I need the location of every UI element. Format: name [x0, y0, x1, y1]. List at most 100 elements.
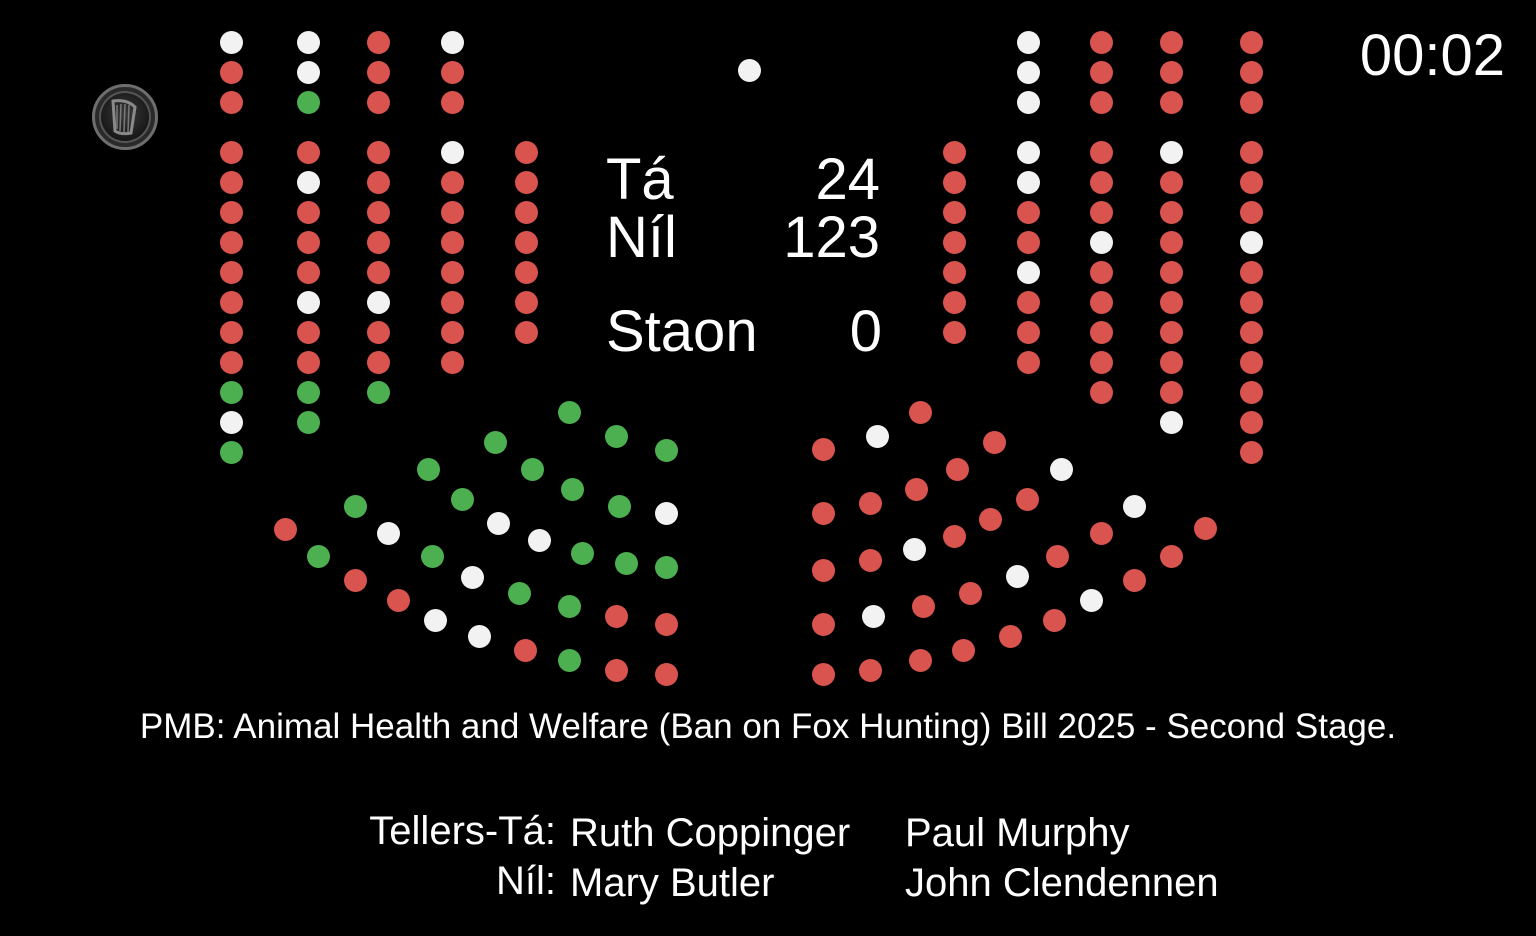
seat-nil	[1239, 350, 1263, 374]
seat-ta	[607, 494, 631, 518]
seat-ta	[507, 581, 531, 605]
seat-nil	[366, 60, 390, 84]
seat-ta	[219, 380, 243, 404]
seat-absent	[423, 608, 447, 632]
seat-nil	[904, 477, 928, 501]
seat-nil	[440, 200, 464, 224]
seat-ta	[450, 487, 474, 511]
seat-absent	[527, 528, 551, 552]
seat-nil	[296, 200, 320, 224]
seat-absent	[1016, 170, 1040, 194]
seat-nil	[1089, 200, 1113, 224]
seat-nil	[1159, 200, 1183, 224]
seat-nil	[942, 170, 966, 194]
seat-ta	[296, 380, 320, 404]
seat-absent	[1079, 588, 1103, 612]
seat-nil	[1159, 350, 1183, 374]
seat-nil	[1016, 230, 1040, 254]
seat-ta	[557, 648, 581, 672]
seat-ta	[557, 594, 581, 618]
seat-nil	[219, 260, 243, 284]
seat-nil	[911, 594, 935, 618]
seat-nil	[942, 230, 966, 254]
seat-absent	[1122, 494, 1146, 518]
tellers-nil-label: Níl:	[496, 859, 556, 903]
seat-nil	[1159, 290, 1183, 314]
seat-ta	[483, 430, 507, 454]
seat-nil	[366, 320, 390, 344]
seat-nil	[1239, 440, 1263, 464]
seat-absent	[1159, 410, 1183, 434]
seat-ta	[420, 544, 444, 568]
seat-nil	[1239, 170, 1263, 194]
seat-nil	[1159, 30, 1183, 54]
seat-absent	[1016, 260, 1040, 284]
ta-count: 24	[815, 147, 880, 212]
nil-label: Níl	[606, 205, 677, 270]
seat-ta	[560, 477, 584, 501]
seat-ta	[654, 438, 678, 462]
seat-nil	[942, 140, 966, 164]
seat-nil	[219, 140, 243, 164]
seat-nil	[366, 230, 390, 254]
seat-absent	[296, 290, 320, 314]
seat-ta	[614, 551, 638, 575]
seat-nil	[514, 290, 538, 314]
seat-nil	[1239, 410, 1263, 434]
seat-nil	[440, 60, 464, 84]
seat-nil	[945, 457, 969, 481]
seat-ta	[366, 380, 390, 404]
seat-nil	[858, 491, 882, 515]
seat-nil	[908, 400, 932, 424]
teller-nil-name: John Clendennen	[905, 861, 1219, 905]
seat-nil	[296, 350, 320, 374]
seat-absent	[486, 511, 510, 535]
seat-absent	[219, 410, 243, 434]
seat-absent	[296, 30, 320, 54]
seat-nil	[998, 624, 1022, 648]
seat-nil	[1016, 200, 1040, 224]
seat-nil	[958, 581, 982, 605]
seat-ta	[416, 457, 440, 481]
seat-absent	[440, 140, 464, 164]
seat-nil	[1089, 521, 1113, 545]
seat-absent	[861, 604, 885, 628]
seat-nil	[604, 604, 628, 628]
staon-count: 0	[849, 299, 882, 364]
seat-ta	[654, 555, 678, 579]
seat-nil	[1239, 260, 1263, 284]
seat-nil	[1089, 320, 1113, 344]
seat-nil	[1239, 320, 1263, 344]
seat-nil	[1239, 200, 1263, 224]
seat-nil	[440, 170, 464, 194]
seat-absent	[1089, 230, 1113, 254]
seat-nil	[1089, 290, 1113, 314]
seat-absent	[654, 501, 678, 525]
seat-nil	[366, 140, 390, 164]
seat-nil	[514, 260, 538, 284]
seat-nil	[1089, 350, 1113, 374]
seat-nil	[440, 320, 464, 344]
seat-nil	[366, 260, 390, 284]
seat-nil	[514, 230, 538, 254]
seat-nil	[1089, 140, 1113, 164]
seat-nil	[1016, 350, 1040, 374]
seat-nil	[1159, 380, 1183, 404]
seat-absent	[467, 624, 491, 648]
seat-nil	[811, 662, 835, 686]
seat-nil	[1159, 60, 1183, 84]
seat-nil	[440, 90, 464, 114]
seat-nil	[1239, 290, 1263, 314]
seat-nil	[1239, 380, 1263, 404]
seat-nil	[1239, 90, 1263, 114]
seat-nil	[1239, 60, 1263, 84]
seat-nil	[1159, 170, 1183, 194]
seat-ta	[306, 544, 330, 568]
seat-nil	[1089, 90, 1113, 114]
seat-nil	[514, 200, 538, 224]
seat-nil	[386, 588, 410, 612]
seat-nil	[296, 140, 320, 164]
seat-nil	[440, 350, 464, 374]
seat-nil	[604, 658, 628, 682]
seat-nil	[942, 290, 966, 314]
